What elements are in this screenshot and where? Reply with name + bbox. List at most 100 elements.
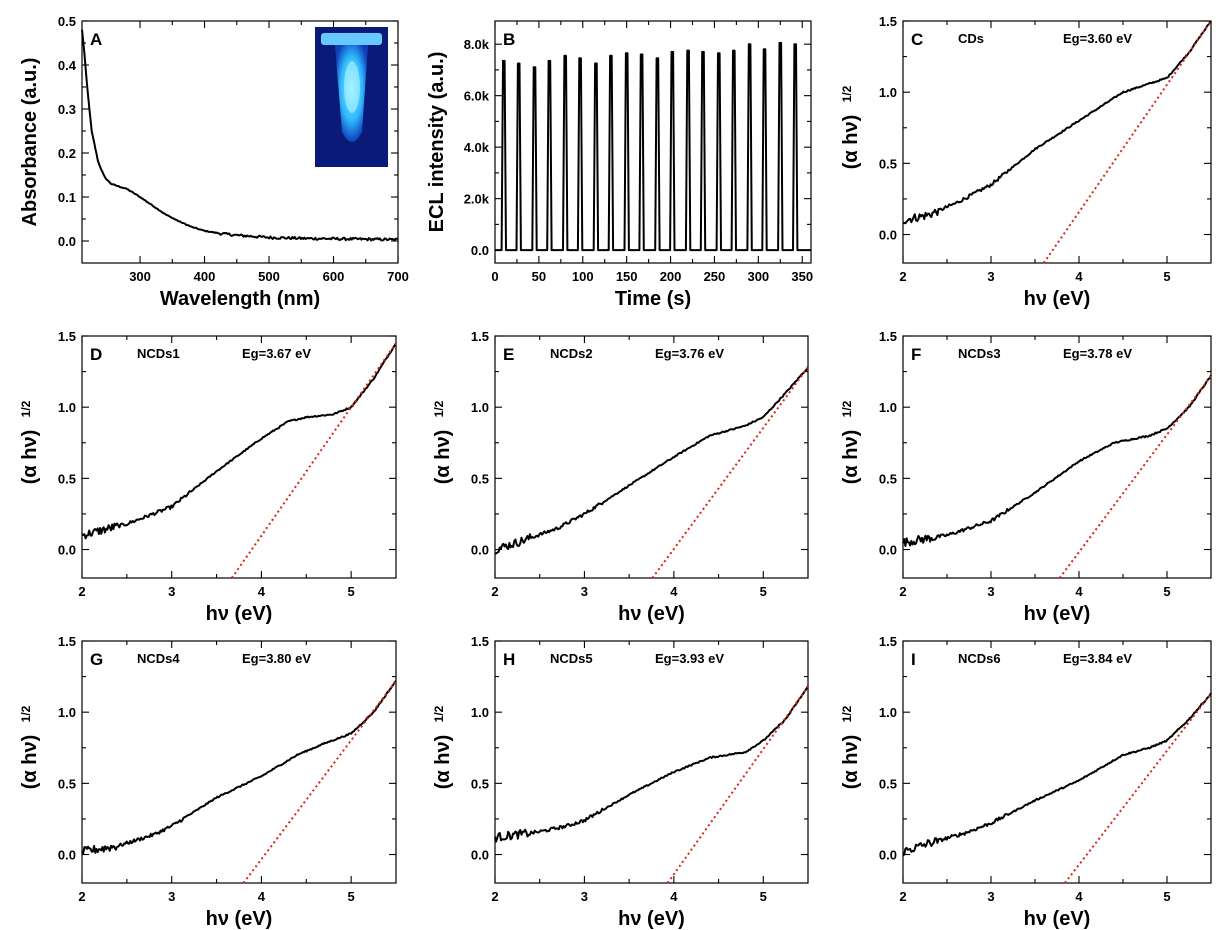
x-tick-label: 2 xyxy=(899,889,906,904)
data-curve xyxy=(494,685,809,843)
bandgap-label: Eg=3.67 eV xyxy=(242,346,311,361)
x-tick-label: 0 xyxy=(491,269,498,284)
sample-label: NCDs5 xyxy=(550,651,593,666)
x-tick-label: 2 xyxy=(78,889,85,904)
plot-frame xyxy=(81,640,397,884)
x-tick-label: 5 xyxy=(348,584,355,599)
x-tick-label: 700 xyxy=(387,269,409,284)
y-axis-superscript: 1/2 xyxy=(19,400,33,417)
y-tick-label: 8.0k xyxy=(464,37,490,52)
x-tick-label: 300 xyxy=(747,269,769,284)
plot-frame xyxy=(81,20,399,264)
plot-frame xyxy=(902,640,1212,884)
x-tick-label: 2 xyxy=(899,584,906,599)
x-tick-label: 5 xyxy=(348,889,355,904)
x-tick-label: 5 xyxy=(760,584,767,599)
panel-letter: C xyxy=(911,30,923,49)
y-tick-label: 1.5 xyxy=(58,329,76,344)
bandgap-label: Eg=3.93 eV xyxy=(655,651,724,666)
plot-frame xyxy=(494,335,809,579)
ecl-peak xyxy=(548,60,551,62)
panel-d: 2 3 4 5 0.0 0.5 1.0 1.5 hν (eV) (α hν) 1/2 D NCDs1 Eg… xyxy=(19,329,397,625)
panel-letter: B xyxy=(503,30,515,49)
ecl-peak xyxy=(579,57,581,60)
x-tick-label: 5 xyxy=(760,889,767,904)
x-tick-label: 2 xyxy=(491,889,498,904)
inset-photo xyxy=(315,27,388,167)
ecl-peak xyxy=(564,54,567,57)
y-tick-label: 1.5 xyxy=(879,14,897,29)
ecl-peak xyxy=(517,62,520,65)
bandgap-label: Eg=3.76 eV xyxy=(655,346,724,361)
panel-i: 2 3 4 5 0.0 0.5 1.0 1.5 hν (eV) (α hν) 1/2 I NCDs6 Eg… xyxy=(840,634,1212,930)
plot-frame xyxy=(902,335,1212,579)
x-tick-label: 3 xyxy=(581,584,588,599)
y-tick-label: 1.0 xyxy=(879,85,897,100)
ecl-peak xyxy=(671,51,674,53)
data-curve xyxy=(81,680,397,855)
y-tick-label: 0.0 xyxy=(879,228,897,243)
y-tick-label: 2.0k xyxy=(464,192,490,207)
y-tick-label: 0.0 xyxy=(58,848,76,863)
plot-frame xyxy=(494,20,812,264)
panel-letter: D xyxy=(90,345,102,364)
ecl-peak xyxy=(640,53,643,56)
x-tick-label: 3 xyxy=(987,584,994,599)
data-curve xyxy=(902,20,1212,225)
y-axis-title: (α hν) xyxy=(840,115,862,170)
y-tick-label: 6.0k xyxy=(464,89,490,104)
y-tick-label: 1.0 xyxy=(471,400,489,415)
x-tick-label: 3 xyxy=(987,889,994,904)
y-tick-label: 1.5 xyxy=(471,634,489,649)
y-tick-label: 1.0 xyxy=(879,705,897,720)
y-axis-title: Absorbance (a.u.) xyxy=(19,58,41,227)
x-axis-title: Time (s) xyxy=(615,288,691,310)
panel-e: 2 3 4 5 0.0 0.5 1.0 1.5 hν (eV) (α hν) 1/2 E NCDs2 Eg… xyxy=(432,329,809,625)
y-tick-label: 0.5 xyxy=(58,471,76,486)
x-tick-label: 3 xyxy=(168,584,175,599)
x-tick-label: 2 xyxy=(899,269,906,284)
sample-label: NCDs3 xyxy=(958,346,1001,361)
ecl-peak xyxy=(794,43,796,45)
x-tick-label: 100 xyxy=(572,269,594,284)
x-tick-label: 3 xyxy=(168,889,175,904)
bandgap-label: Eg=3.60 eV xyxy=(1063,31,1132,46)
ecl-peak xyxy=(595,62,597,65)
x-axis-title: hν (eV) xyxy=(206,908,273,930)
ecl-peak xyxy=(625,52,628,54)
ecl-peak xyxy=(702,51,704,53)
y-axis-superscript: 1/2 xyxy=(840,85,854,102)
y-axis-superscript: 1/2 xyxy=(840,705,854,722)
ecl-peak xyxy=(748,43,751,45)
tube-cap xyxy=(321,33,382,45)
x-tick-label: 4 xyxy=(1075,889,1083,904)
x-tick-label: 400 xyxy=(194,269,216,284)
y-tick-label: 1.5 xyxy=(879,634,897,649)
x-axis-title: hν (eV) xyxy=(618,603,685,625)
y-tick-label: 0.5 xyxy=(58,14,76,29)
y-axis-title: (α hν) xyxy=(432,735,454,790)
x-axis-title: hν (eV) xyxy=(1024,288,1091,310)
panel-letter: F xyxy=(911,345,921,364)
x-tick-label: 4 xyxy=(670,889,678,904)
panel-letter: E xyxy=(503,345,514,364)
tauc-fit-line xyxy=(1064,693,1212,884)
y-tick-label: 1.0 xyxy=(58,400,76,415)
panel-letter: G xyxy=(90,650,103,669)
x-tick-label: 50 xyxy=(532,269,546,284)
x-tick-label: 200 xyxy=(660,269,682,284)
x-tick-label: 500 xyxy=(258,269,280,284)
data-curve xyxy=(902,692,1212,857)
panel-b: 0 50 100 150 200 250 300 350 0.0 2.0k 4.0k 6.0k 8.0k… xyxy=(426,20,813,310)
x-tick-label: 3 xyxy=(581,889,588,904)
y-axis-superscript: 1/2 xyxy=(432,705,446,722)
ecl-peak xyxy=(610,54,612,57)
panel-letter: H xyxy=(503,650,515,669)
x-tick-label: 5 xyxy=(1163,584,1170,599)
y-tick-label: 0.0 xyxy=(58,234,76,249)
x-tick-label: 4 xyxy=(1075,584,1083,599)
plot-frame xyxy=(81,335,397,579)
x-axis-title: hν (eV) xyxy=(1024,603,1091,625)
tauc-fit-line xyxy=(1042,20,1212,264)
data-curve xyxy=(81,342,397,540)
